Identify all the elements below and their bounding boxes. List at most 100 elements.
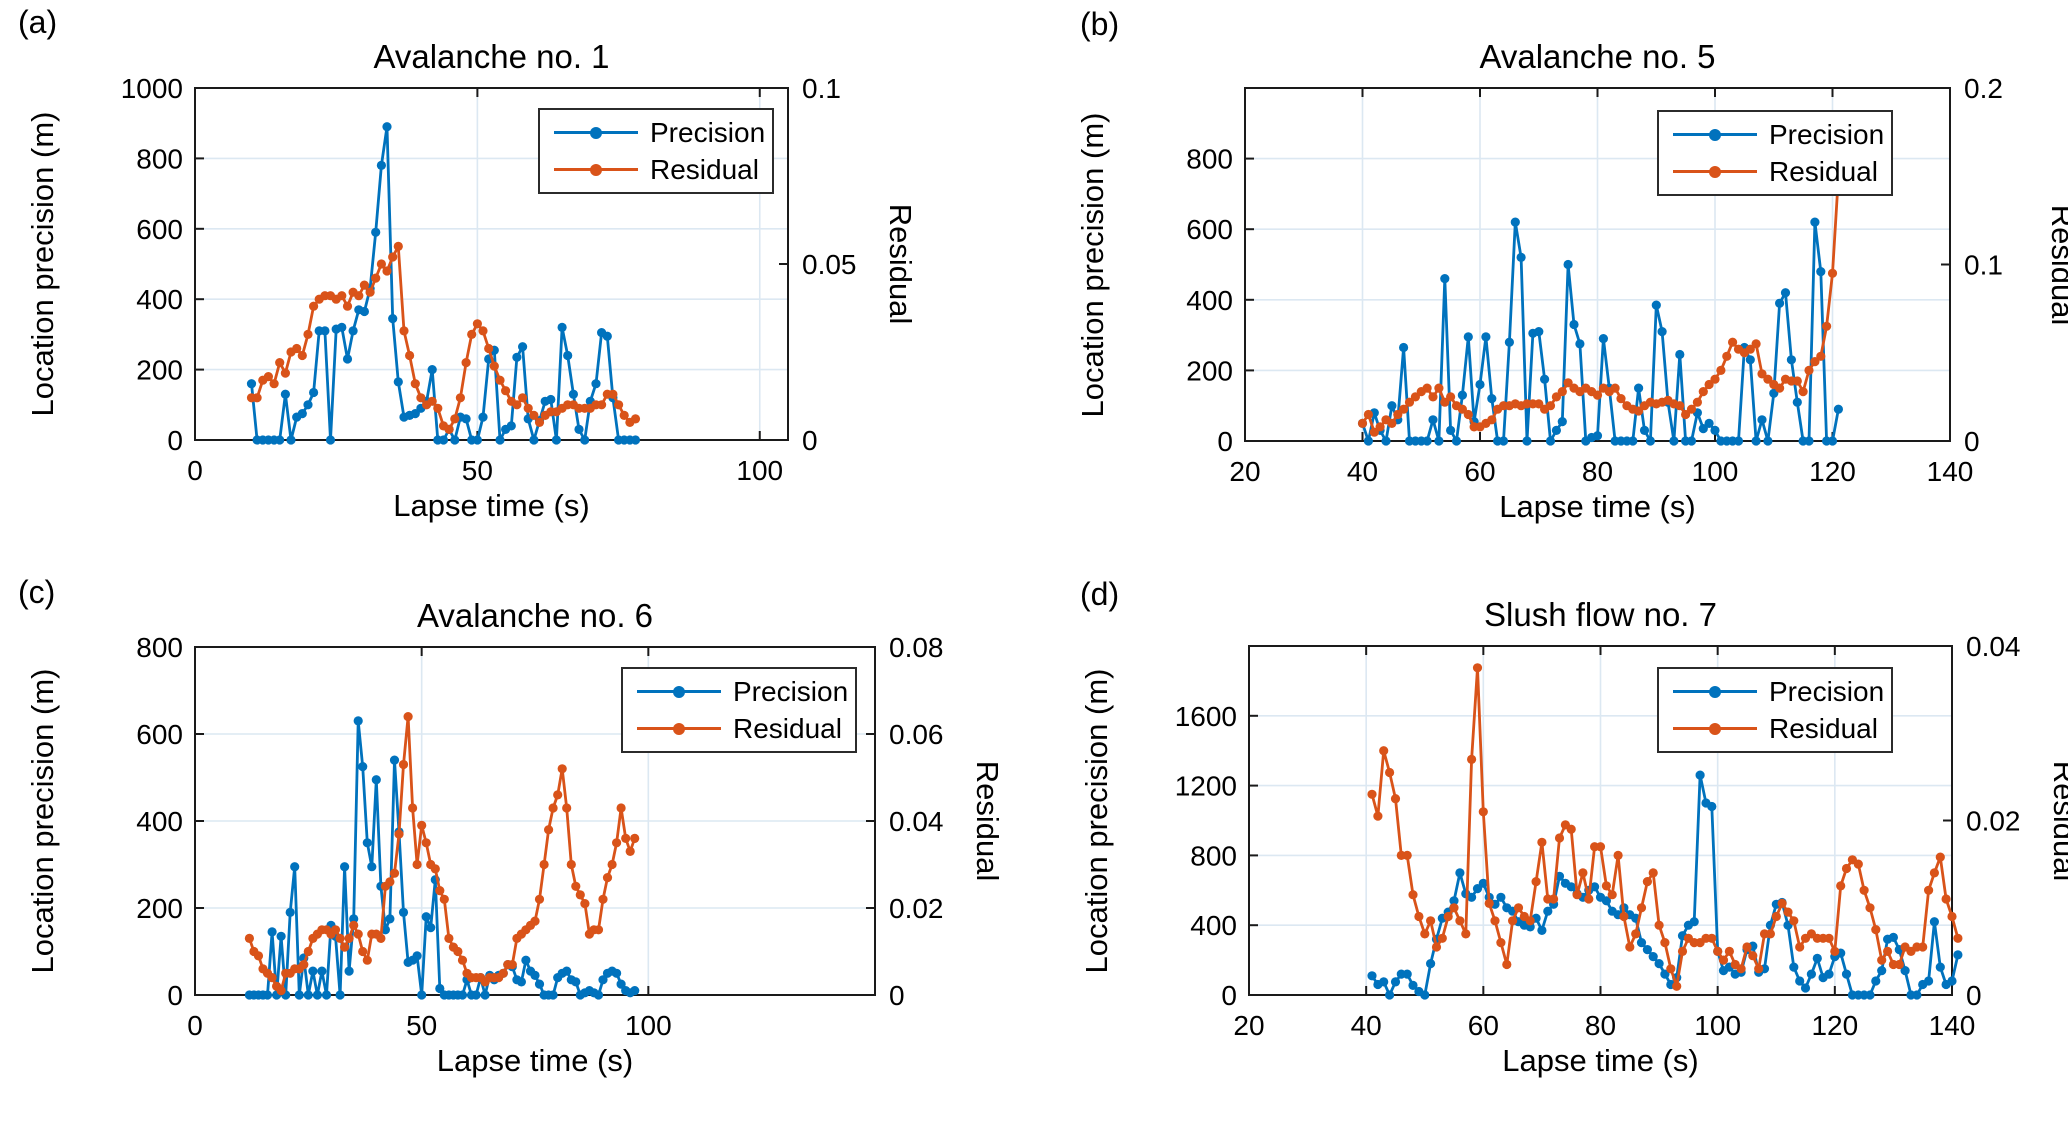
- residual-marker: [1551, 392, 1561, 402]
- precision-marker: [1888, 932, 1898, 942]
- precision-marker: [516, 977, 527, 987]
- x-tick-label: 20: [1233, 1010, 1264, 1041]
- precision-marker: [421, 912, 431, 922]
- residual-marker: [376, 259, 386, 269]
- residual-marker: [530, 916, 540, 926]
- precision-marker: [389, 755, 400, 765]
- residual-marker: [580, 899, 590, 909]
- residual-marker: [553, 790, 563, 800]
- residual-marker: [1487, 415, 1497, 425]
- residual-marker: [1490, 916, 1500, 926]
- residual-marker: [1947, 911, 1957, 922]
- residual-marker: [534, 417, 545, 427]
- residual-marker: [1578, 868, 1588, 878]
- precision-marker: [1775, 298, 1785, 308]
- residual-marker: [1704, 379, 1714, 390]
- precision-marker: [1420, 990, 1430, 1000]
- precision-marker: [518, 342, 528, 352]
- residual-marker: [1426, 916, 1436, 926]
- residual-marker: [1775, 383, 1785, 393]
- residual-marker: [292, 343, 302, 354]
- x-tick-label: 50: [462, 455, 493, 486]
- residual-marker: [1625, 942, 1635, 952]
- precision-marker: [1475, 379, 1485, 390]
- precision-marker: [435, 983, 445, 994]
- legend: Precision Residual: [538, 108, 774, 194]
- x-tick-label: 100: [1692, 456, 1739, 487]
- residual-marker: [244, 933, 254, 943]
- residual-marker: [1607, 890, 1617, 900]
- residual-marker: [557, 764, 567, 774]
- precision-marker: [1428, 415, 1438, 425]
- residual-line-swatch: [1673, 170, 1757, 173]
- precision-marker: [1387, 401, 1397, 411]
- precision-marker: [1422, 436, 1432, 446]
- chart-title: Avalanche no. 1: [373, 38, 610, 75]
- legend-item-residual: Residual: [1673, 153, 1881, 190]
- x-tick-label: 60: [1464, 456, 1495, 487]
- precision-marker: [571, 977, 581, 987]
- y-tick-label-left: 0: [1217, 426, 1233, 457]
- precision-marker: [530, 970, 540, 980]
- precision-marker: [450, 435, 460, 445]
- legend-label: Residual: [1769, 155, 1878, 187]
- residual-marker: [597, 400, 607, 410]
- precision-marker: [393, 377, 403, 387]
- y-tick-label-right: 0.04: [889, 806, 944, 837]
- residual-marker: [433, 403, 443, 413]
- legend-label: Precision: [650, 116, 766, 148]
- residual-marker: [253, 951, 264, 961]
- residual-marker: [539, 859, 549, 870]
- precision-marker: [580, 435, 590, 445]
- y-tick-label-right: 0: [802, 425, 818, 456]
- legend-item-precision: Precision: [554, 114, 766, 151]
- residual-marker: [598, 894, 608, 904]
- precision-marker: [1763, 436, 1773, 446]
- precision-marker: [280, 389, 290, 399]
- residual-marker: [1440, 397, 1450, 407]
- residual-marker: [498, 968, 508, 978]
- precision-marker: [1841, 969, 1852, 979]
- residual-marker: [1531, 877, 1541, 887]
- residual-marker: [566, 859, 576, 870]
- precision-marker: [1636, 938, 1647, 948]
- residual-marker: [1375, 422, 1385, 432]
- residual-marker: [1566, 824, 1576, 834]
- precision-marker: [1426, 959, 1436, 969]
- residual-marker: [450, 414, 460, 424]
- residual-marker: [1924, 885, 1934, 895]
- residual-marker: [388, 252, 398, 262]
- precision-marker: [1780, 288, 1791, 298]
- residual-marker: [1713, 946, 1723, 956]
- panel-letter: (d): [1080, 576, 1120, 612]
- residual-marker: [1883, 946, 1893, 956]
- x-tick-label: 80: [1585, 1010, 1616, 1041]
- residual-marker: [427, 396, 437, 406]
- residual-marker: [276, 986, 286, 996]
- y-tick-label-left: 400: [136, 284, 183, 315]
- residual-marker: [354, 291, 364, 301]
- precision-marker: [358, 762, 368, 772]
- panel-avalanche-5: (b) Avalanche no. 5 Location precision (…: [1034, 0, 2068, 563]
- legend: Precision Residual: [621, 667, 857, 753]
- residual-marker: [1619, 911, 1629, 922]
- precision-marker: [1487, 394, 1497, 404]
- residual-marker: [1929, 868, 1939, 878]
- residual-marker: [1698, 387, 1708, 397]
- residual-marker: [1751, 339, 1761, 349]
- precision-marker: [398, 907, 409, 917]
- y-tick-label-left: 400: [136, 806, 183, 837]
- precision-marker: [1912, 990, 1922, 1000]
- chart-title: Avalanche no. 5: [1479, 38, 1716, 75]
- precision-marker: [1551, 425, 1561, 435]
- legend-label: Residual: [733, 712, 842, 744]
- residual-marker: [376, 933, 386, 943]
- precision-marker: [1900, 966, 1910, 976]
- precision-marker: [480, 990, 490, 1000]
- residual-marker: [1742, 942, 1752, 952]
- residual-marker: [412, 859, 422, 870]
- precision-marker: [1601, 896, 1611, 906]
- residual-marker: [1367, 789, 1377, 799]
- precision-line-swatch: [554, 131, 638, 134]
- precision-marker: [367, 862, 377, 872]
